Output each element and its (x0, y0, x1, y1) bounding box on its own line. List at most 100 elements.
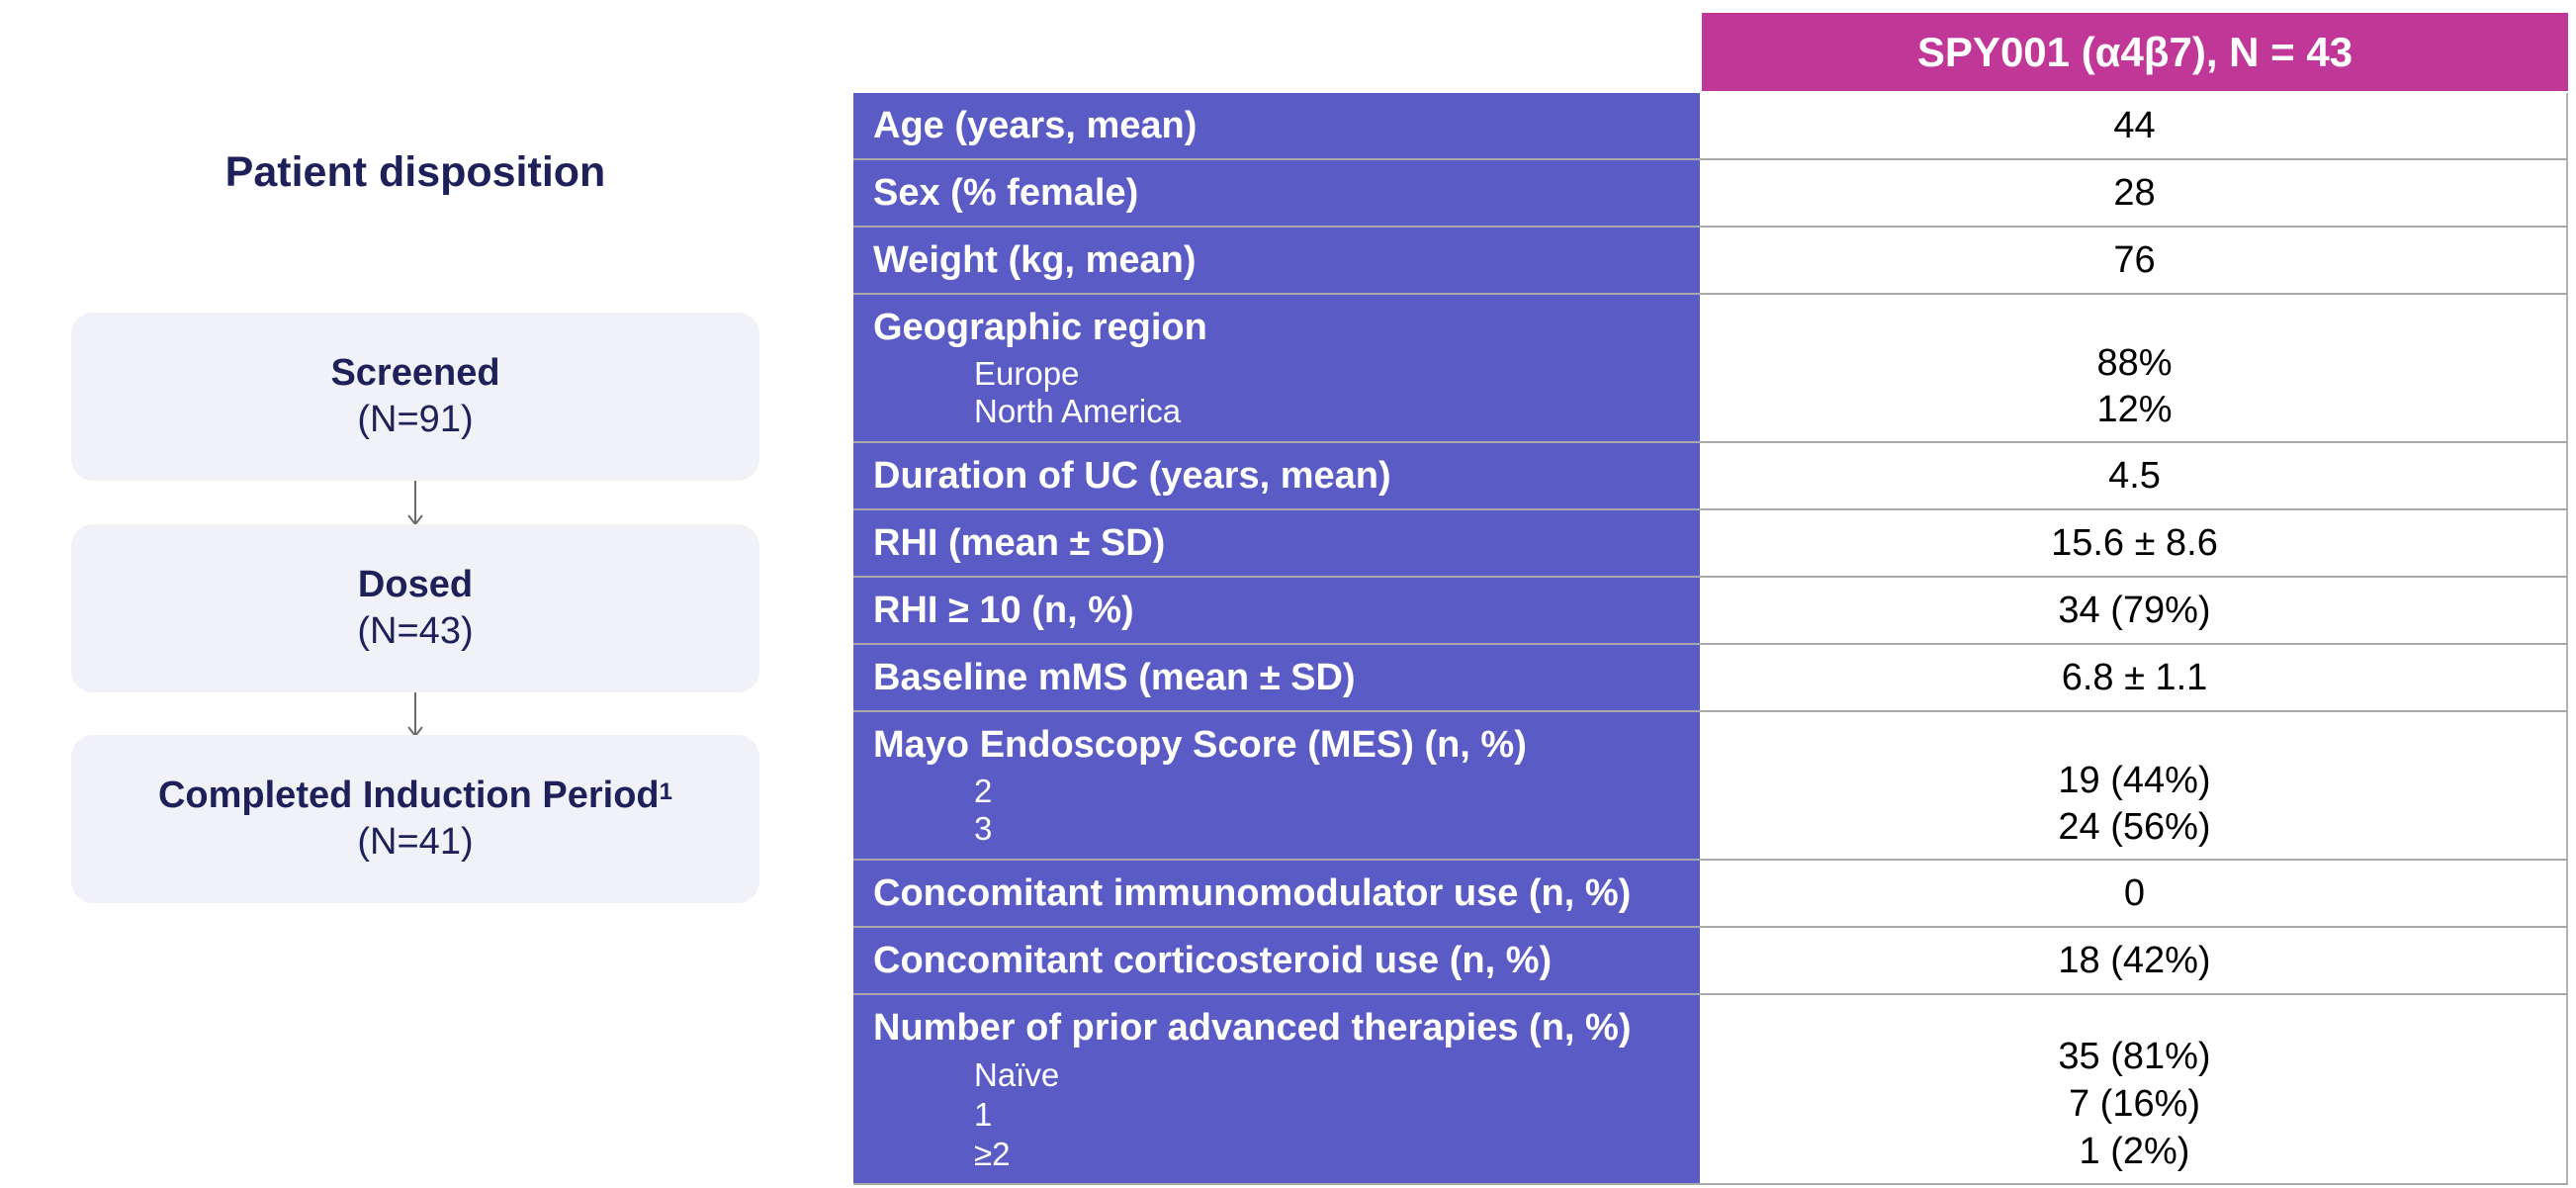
row-divider (853, 993, 2568, 995)
table-column-header: SPY001 (α4β7), N = 43 (1702, 13, 2568, 91)
row-sub-label: ≥2 (974, 1136, 1011, 1172)
row-value-cell: 34 (79%) (1703, 578, 2568, 643)
row-sub-label: 1 (974, 1096, 993, 1133)
row-label: Number of prior advanced therapies (n, %… (873, 1007, 1632, 1049)
row-label-cell: Mayo Endoscopy Score (MES) (n, %) 2 3 (853, 712, 1700, 859)
flow-box-label-text: Screened (330, 352, 500, 394)
row-value: 44 (2113, 105, 2156, 146)
row-value: 28 (2113, 172, 2156, 214)
row-label: Sex (% female) (873, 172, 1139, 214)
row-sub-label: Naïve (974, 1056, 1060, 1093)
row-label-cell: Baseline mMS (mean ± SD) (853, 645, 1700, 710)
flow-box-screened: Screened (N=91) (71, 313, 759, 481)
row-value-cell: 15.6 ± 8.6 (1703, 510, 2568, 576)
row-label-cell: RHI ≥ 10 (n, %) (853, 578, 1700, 643)
row-value: 15.6 ± 8.6 (2051, 522, 2218, 564)
row-value: 34 (79%) (2058, 590, 2211, 631)
row-sub-value: 19 (44%) (2058, 760, 2211, 801)
row-sub-value: 35 (81%) (2058, 1036, 2211, 1077)
row-value-cell: 6.8 ± 1.1 (1703, 645, 2568, 710)
row-divider (853, 508, 2568, 510)
flow-box-label-text: Dosed (357, 564, 474, 605)
row-label: Concomitant immunomodulator use (n, %) (873, 872, 1632, 914)
table-row: Age (years, mean) 44 (853, 93, 2568, 160)
row-divider (853, 710, 2568, 712)
row-value-cell: 0 (1703, 861, 2568, 926)
row-value-cell: 35 (81%) 7 (16%) 1 (2%) (1703, 995, 2568, 1183)
row-value-cell: 4.5 (1703, 443, 2568, 508)
row-label: Mayo Endoscopy Score (MES) (n, %) (873, 724, 1527, 766)
flow-box-label: Dosed (358, 562, 473, 608)
row-sub-value: 88% (2096, 342, 2173, 384)
footnote-marker: 1 (659, 778, 673, 805)
table-row: Concomitant corticosteroid use (n, %) 18… (853, 928, 2568, 995)
row-label: Concomitant corticosteroid use (n, %) (873, 940, 1553, 981)
row-divider (853, 859, 2568, 861)
row-divider (853, 226, 2568, 228)
row-sub-label: North America (974, 393, 1182, 429)
flow-box-label-text: Completed Induction Period (157, 775, 660, 816)
table-row: RHI ≥ 10 (n, %) 34 (79%) (853, 578, 2568, 645)
table-row: RHI (mean ± SD) 15.6 ± 8.6 (853, 510, 2568, 578)
row-label: Weight (kg, mean) (873, 239, 1197, 281)
row-label-cell: RHI (mean ± SD) (853, 510, 1700, 576)
row-divider (853, 926, 2568, 928)
row-label: RHI (mean ± SD) (873, 522, 1166, 564)
flow-box-label: Completed Induction Period1 (158, 773, 672, 819)
row-label: RHI ≥ 10 (n, %) (873, 590, 1134, 631)
row-sub-label: 3 (974, 810, 993, 847)
down-arrow-icon (407, 481, 423, 526)
row-value-cell: 88% 12% (1703, 295, 2568, 441)
row-value: 18 (42%) (2058, 940, 2211, 981)
table-row: Sex (% female) 28 (853, 160, 2568, 228)
disposition-title: Patient disposition (224, 148, 606, 196)
table-row: Duration of UC (years, mean) 4.5 (853, 443, 2568, 510)
flow-box-count: (N=91) (357, 399, 474, 440)
row-divider (853, 643, 2568, 645)
table-row: Number of prior advanced therapies (n, %… (853, 995, 2568, 1185)
row-sub-value: 1 (2%) (2079, 1131, 2190, 1172)
table-row: Baseline mMS (mean ± SD) 6.8 ± 1.1 (853, 645, 2568, 712)
row-label-cell: Number of prior advanced therapies (n, %… (853, 995, 1700, 1183)
row-label-cell: Sex (% female) (853, 160, 1700, 226)
row-divider (853, 158, 2568, 160)
row-value-cell: 44 (1703, 93, 2568, 158)
flow-box-dosed: Dosed (N=43) (71, 524, 759, 692)
row-sub-value: 7 (16%) (2068, 1083, 2201, 1125)
row-label-cell: Geographic region Europe North America (853, 295, 1700, 441)
table-row: Geographic region Europe North America 8… (853, 295, 2568, 443)
down-arrow-icon (407, 692, 423, 738)
row-label-cell: Weight (kg, mean) (853, 228, 1700, 293)
row-value-cell: 28 (1703, 160, 2568, 226)
row-value: 76 (2113, 239, 2156, 281)
row-value: 6.8 ± 1.1 (2061, 657, 2208, 698)
flow-box-completed: Completed Induction Period1 (N=41) (71, 735, 759, 903)
flow-box-label: Screened (330, 350, 499, 397)
row-label: Age (years, mean) (873, 105, 1198, 146)
row-label: Baseline mMS (mean ± SD) (873, 657, 1356, 698)
flow-box-count: (N=41) (357, 821, 474, 863)
row-label-cell: Age (years, mean) (853, 93, 1700, 158)
row-value: 4.5 (2108, 455, 2161, 497)
row-value-cell: 19 (44%) 24 (56%) (1703, 712, 2568, 859)
table-row: Mayo Endoscopy Score (MES) (n, %) 2 3 19… (853, 712, 2568, 861)
row-sub-value: 12% (2096, 389, 2173, 430)
row-label-cell: Concomitant corticosteroid use (n, %) (853, 928, 1700, 993)
row-sub-label: Europe (974, 355, 1080, 392)
row-sub-value: 24 (56%) (2058, 806, 2211, 848)
row-label-cell: Duration of UC (years, mean) (853, 443, 1700, 508)
table-row: Weight (kg, mean) 76 (853, 228, 2568, 295)
row-label: Geographic region (873, 307, 1207, 348)
row-value: 0 (2123, 872, 2146, 914)
row-divider (853, 293, 2568, 295)
table-row: Concomitant immunomodulator use (n, %) 0 (853, 861, 2568, 928)
row-value-cell: 18 (42%) (1703, 928, 2568, 993)
row-label-cell: Concomitant immunomodulator use (n, %) (853, 861, 1700, 926)
flow-box-count: (N=43) (357, 610, 474, 652)
row-sub-label: 2 (974, 773, 993, 809)
row-divider (853, 1183, 2568, 1185)
row-value-cell: 76 (1703, 228, 2568, 293)
row-divider (853, 441, 2568, 443)
row-label: Duration of UC (years, mean) (873, 455, 1391, 497)
